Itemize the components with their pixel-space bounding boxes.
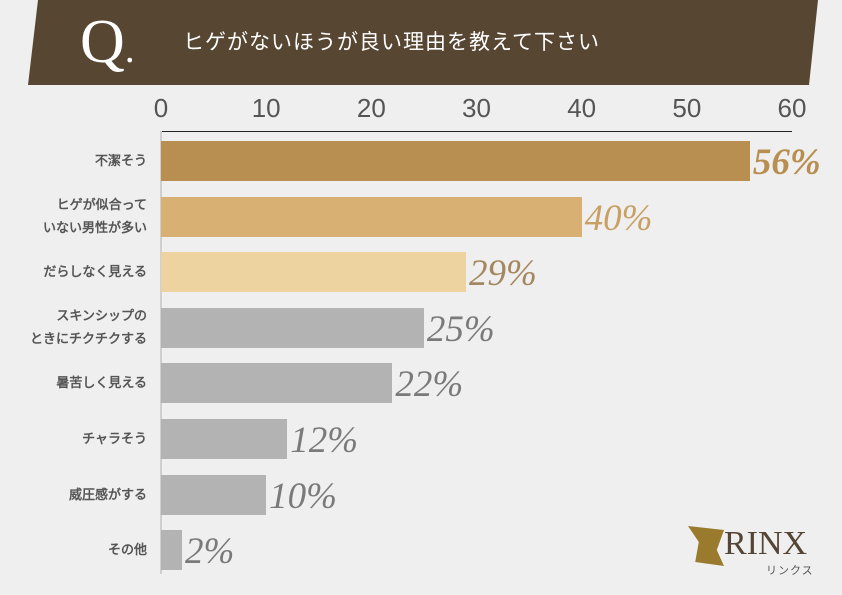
- bar: [161, 474, 267, 515]
- bar: [161, 530, 183, 571]
- value-label: 12%: [290, 420, 359, 461]
- x-tick-label: 30: [462, 93, 491, 123]
- category-label: チャラそう: [82, 432, 147, 447]
- category-label: 暑苦しく見える: [56, 376, 147, 392]
- category-label: 不潔そう: [94, 154, 147, 169]
- value-label: 25%: [426, 308, 495, 350]
- x-tick-label: 40: [567, 93, 597, 123]
- x-tick-label: 10: [251, 93, 281, 123]
- bar: [161, 307, 424, 348]
- bar: [161, 141, 750, 181]
- x-tick-label: 50: [672, 93, 702, 123]
- value-label: 22%: [395, 364, 464, 406]
- category-label: スキンシップの ときにチクチクする: [29, 308, 147, 347]
- category-label: だらしなく見える: [43, 265, 147, 281]
- value-label: 29%: [468, 253, 537, 295]
- question-banner: [28, 0, 818, 85]
- rinx-logo: RINX リンクス: [688, 522, 828, 582]
- value-label: 40%: [584, 197, 653, 239]
- x-tick-label: 0: [153, 93, 169, 123]
- bar: [161, 419, 288, 459]
- value-label: 2%: [185, 531, 235, 573]
- value-label: 10%: [269, 475, 337, 517]
- bar: [161, 363, 393, 404]
- category-label: 威圧感がする: [68, 487, 147, 503]
- logo-mark-icon: [688, 526, 724, 566]
- category-label: ヒゲが似合って いない男性が多い: [42, 197, 147, 236]
- y-axis-line: [160, 131, 162, 574]
- x-tick-label: 60: [777, 93, 807, 123]
- x-axis-line: [161, 131, 792, 132]
- value-label: 56%: [752, 142, 821, 183]
- bar: [161, 196, 582, 237]
- x-tick-label: 20: [356, 93, 386, 123]
- bar: [161, 252, 466, 293]
- chart-title: ヒゲがないほうが良い理由を教えて下さい: [183, 30, 600, 54]
- category-label: その他: [107, 543, 147, 559]
- q-mark: Q.: [80, 8, 135, 76]
